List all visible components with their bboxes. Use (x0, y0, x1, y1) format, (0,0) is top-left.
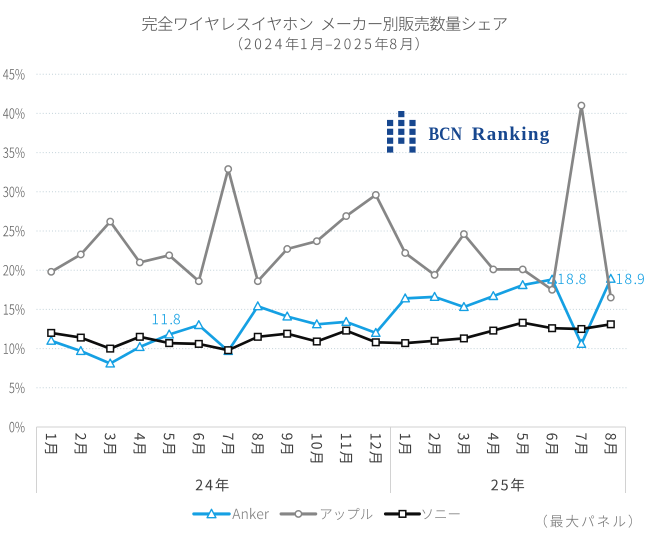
svg-text:BCN: BCN (429, 124, 463, 145)
svg-text:Ranking: Ranking (472, 124, 550, 145)
